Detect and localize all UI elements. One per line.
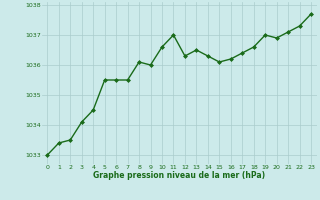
X-axis label: Graphe pression niveau de la mer (hPa): Graphe pression niveau de la mer (hPa) <box>93 171 265 180</box>
